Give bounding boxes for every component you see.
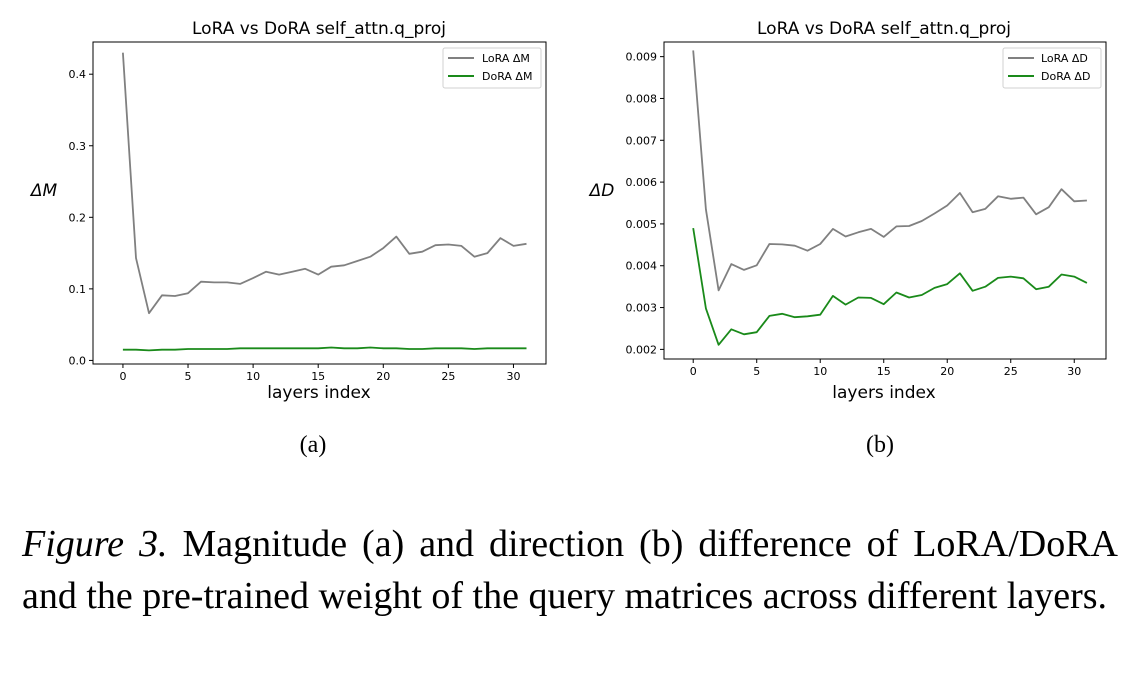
legend-label-dora-b: DoRA ΔD xyxy=(1041,70,1090,83)
y-tick-label: 0.3 xyxy=(69,140,87,153)
y-tick-label: 0.2 xyxy=(69,211,87,224)
series-line-lora-b xyxy=(692,50,1087,292)
y-tick-label: 0.002 xyxy=(626,343,658,356)
x-tick-label: 20 xyxy=(376,370,390,383)
figure-caption: Figure 3. Magnitude (a) and direction (b… xyxy=(22,518,1118,622)
x-tick-label: 25 xyxy=(441,370,455,383)
y-tick-label: 0.1 xyxy=(69,283,87,296)
chart-panel-a: LoRA vs DoRA self_attn.q_proj 0.00.10.20… xyxy=(29,19,547,458)
y-tick-label: 0.4 xyxy=(69,68,87,81)
x-axis-label-b: layers index xyxy=(832,383,935,403)
x-tick-label: 5 xyxy=(753,365,760,378)
series-lines-b xyxy=(692,50,1088,346)
y-tick-label: 0.008 xyxy=(626,92,658,105)
legend-a: LoRA ΔM DoRA ΔM xyxy=(442,47,542,89)
x-tick-label: 5 xyxy=(185,370,192,383)
plot-frame-a xyxy=(92,41,547,365)
legend-b: LoRA ΔD DoRA ΔD xyxy=(1002,47,1102,89)
chart-title-b: LoRA vs DoRA self_attn.q_proj xyxy=(757,19,1011,39)
x-tick-label: 10 xyxy=(246,370,260,383)
y-axis-b: 0.002 0.003 0.004 0.005 0.006 0.007 0.008 0.009 xyxy=(626,51,664,356)
chart-title-a: LoRA vs DoRA self_attn.q_proj xyxy=(192,19,446,39)
x-tick-label: 20 xyxy=(940,365,954,378)
y-tick-label: 0.007 xyxy=(626,134,658,147)
y-tick-label: 0.003 xyxy=(626,302,658,315)
y-tick-label: 0.004 xyxy=(626,260,658,273)
y-tick-label: 0.0 xyxy=(69,354,87,367)
y-axis-label-a: ΔM xyxy=(29,181,58,201)
y-axis-a: 0.0 0.1 0.2 0.3 0.4 xyxy=(69,68,93,367)
x-tick-label: 10 xyxy=(813,365,827,378)
y-tick-label: 0.006 xyxy=(626,176,658,189)
x-tick-label: 25 xyxy=(1004,365,1018,378)
plot-frame-b xyxy=(663,41,1107,360)
chart-panel-b: LoRA vs DoRA self_attn.q_proj 0.002 0.003… xyxy=(588,19,1107,458)
y-axis-label-b: ΔD xyxy=(588,181,615,201)
x-axis-label-a: layers index xyxy=(267,383,370,403)
legend-label-lora-a: LoRA ΔM xyxy=(482,52,530,65)
legend-label-lora-b: LoRA ΔD xyxy=(1041,52,1088,65)
figure-canvas: LoRA vs DoRA self_attn.q_proj 0.00.10.20… xyxy=(29,19,1107,458)
x-tick-label: 15 xyxy=(311,370,325,383)
panel-label-b: (b) xyxy=(866,432,894,458)
x-tick-label: 0 xyxy=(690,365,697,378)
y-tick-label: 0.005 xyxy=(626,218,658,231)
legend-label-dora-a: DoRA ΔM xyxy=(482,70,532,83)
x-axis-b: 0 5 10 15 20 25 30 xyxy=(690,359,1081,378)
figure-caption-label: Figure 3. xyxy=(22,523,168,565)
y-tick-label: 0.009 xyxy=(626,51,658,64)
x-tick-label: 30 xyxy=(1067,365,1081,378)
panel-label-a: (a) xyxy=(300,432,327,458)
x-tick-label: 30 xyxy=(506,370,520,383)
series-line-lora-a xyxy=(122,52,527,315)
series-line-dora-a xyxy=(122,346,527,352)
figure-caption-text: Magnitude (a) and direction (b) differen… xyxy=(22,523,1118,617)
series-line-dora-b xyxy=(692,227,1088,346)
x-axis-a: 0 5 10 15 20 25 30 xyxy=(119,364,520,383)
x-tick-label: 15 xyxy=(877,365,891,378)
x-tick-label: 0 xyxy=(119,370,126,383)
series-lines-a xyxy=(122,52,527,352)
